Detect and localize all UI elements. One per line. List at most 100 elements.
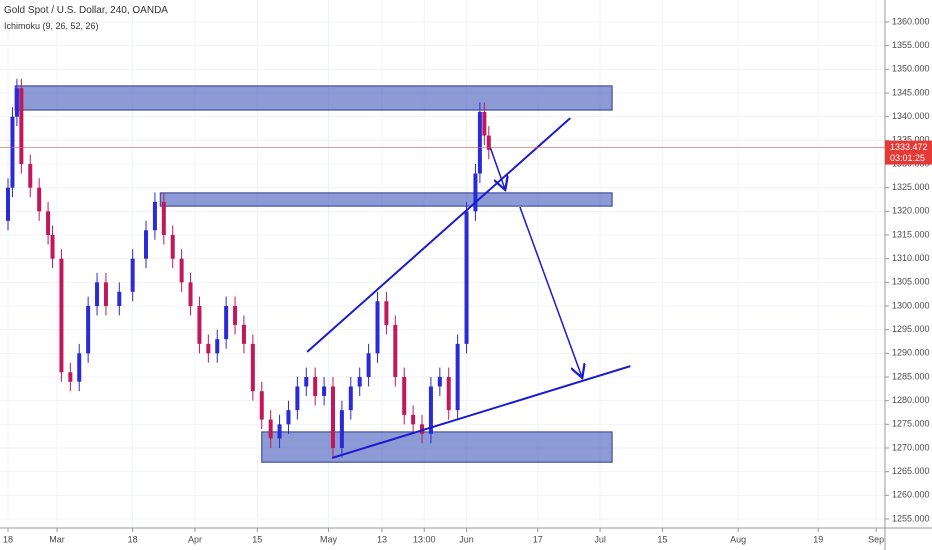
candle-body xyxy=(259,391,264,420)
y-tick-label: 1265.000 xyxy=(892,466,930,476)
y-tick-label: 1295.000 xyxy=(892,324,930,334)
last-price-box xyxy=(885,140,932,165)
zone xyxy=(14,85,613,111)
x-tick-label: Apr xyxy=(188,534,202,544)
x-tick-label: May xyxy=(320,534,338,544)
candle-body xyxy=(446,377,451,411)
x-tick-label: Jun xyxy=(459,534,474,544)
x-tick-label: Jul xyxy=(594,534,606,544)
candle-body xyxy=(130,258,135,292)
candle-body xyxy=(322,386,327,396)
candle-body xyxy=(295,386,300,411)
y-tick-label: 1290.000 xyxy=(892,348,930,358)
candle-body xyxy=(179,258,184,283)
indicator-label: Ichimoku (9, 26, 52, 26) xyxy=(4,21,99,31)
candle-body xyxy=(250,343,255,392)
candle-body xyxy=(393,324,398,378)
candle-body xyxy=(241,324,246,344)
candle-body xyxy=(375,301,380,354)
candle-body xyxy=(152,201,157,231)
candle-body xyxy=(170,235,175,259)
candle-body xyxy=(437,377,442,387)
candle-body xyxy=(268,419,273,439)
x-tick-label: Sep xyxy=(868,534,884,544)
candle-body xyxy=(477,111,482,174)
candle-body xyxy=(215,339,220,354)
x-tick-label: Aug xyxy=(730,534,746,544)
candle-body xyxy=(46,211,51,236)
candle-body xyxy=(161,201,166,236)
y-tick-label: 1285.000 xyxy=(892,371,930,381)
x-tick-label: 18 xyxy=(3,534,13,544)
candle-body xyxy=(86,306,91,354)
trend-line xyxy=(306,117,571,353)
candle-body xyxy=(68,372,73,382)
candle-body xyxy=(144,230,149,259)
y-tick-label: 1345.000 xyxy=(892,87,930,97)
candle-body xyxy=(95,282,100,307)
candle-body xyxy=(330,386,335,449)
y-tick-label: 1270.000 xyxy=(892,442,930,452)
candle-body xyxy=(10,116,15,188)
arrow xyxy=(519,206,582,378)
candle-body xyxy=(486,135,491,150)
y-tick-label: 1355.000 xyxy=(892,40,930,50)
candle-body xyxy=(188,282,193,307)
x-tick-label: Mar xyxy=(49,534,65,544)
candle-body xyxy=(206,343,211,354)
x-tick-label: 17 xyxy=(533,534,543,544)
x-tick-label: 13 xyxy=(377,534,387,544)
candle-body xyxy=(117,291,122,307)
x-tick-label: 15 xyxy=(657,534,667,544)
y-tick-label: 1360.000 xyxy=(892,16,930,26)
candle-body xyxy=(77,353,82,382)
y-tick-label: 1350.000 xyxy=(892,64,930,74)
candle-body xyxy=(411,414,416,425)
candle-body xyxy=(37,187,42,212)
candle-body xyxy=(464,211,469,344)
candle-body xyxy=(357,377,362,387)
y-tick-label: 1310.000 xyxy=(892,253,930,263)
zone xyxy=(261,431,613,463)
candle-body xyxy=(50,235,55,259)
candle-body xyxy=(224,306,229,340)
y-tick-label: 1305.000 xyxy=(892,277,930,287)
candle-body xyxy=(103,282,108,307)
x-tick-label: 13:00 xyxy=(413,534,436,544)
y-tick-label: 1255.000 xyxy=(892,513,930,523)
y-tick-label: 1315.000 xyxy=(892,229,930,239)
candle-body xyxy=(455,343,460,411)
candle-body xyxy=(428,386,433,434)
trend-line xyxy=(331,365,631,459)
candle-body xyxy=(19,88,24,165)
y-tick-label: 1325.000 xyxy=(892,182,930,192)
zone xyxy=(159,192,613,207)
candle-body xyxy=(420,424,425,434)
countdown-label: 03:01:25 xyxy=(890,153,925,163)
candle-body xyxy=(366,353,371,378)
candle-body xyxy=(304,377,309,387)
candle-body xyxy=(197,306,202,344)
arrow xyxy=(489,146,505,190)
y-tick-label: 1300.000 xyxy=(892,300,930,310)
candle-body xyxy=(384,301,389,325)
candle-body xyxy=(482,111,487,136)
x-tick-label: 15 xyxy=(252,534,262,544)
candle-body xyxy=(233,306,238,325)
candle-body xyxy=(59,258,64,373)
y-tick-label: 1280.000 xyxy=(892,395,930,405)
candle-body xyxy=(6,187,11,221)
candle-body xyxy=(277,424,282,439)
x-tick-label: 18 xyxy=(128,534,138,544)
y-tick-label: 1260.000 xyxy=(892,490,930,500)
candle-body xyxy=(473,173,478,212)
candle-body xyxy=(286,410,291,425)
y-tick-label: 1335.000 xyxy=(892,135,930,145)
chart-title: Gold Spot / U.S. Dollar, 240, OANDA xyxy=(4,5,168,16)
candle-body xyxy=(348,386,353,411)
last-price-label: 1333.472 xyxy=(890,142,928,152)
y-tick-label: 1340.000 xyxy=(892,111,930,121)
